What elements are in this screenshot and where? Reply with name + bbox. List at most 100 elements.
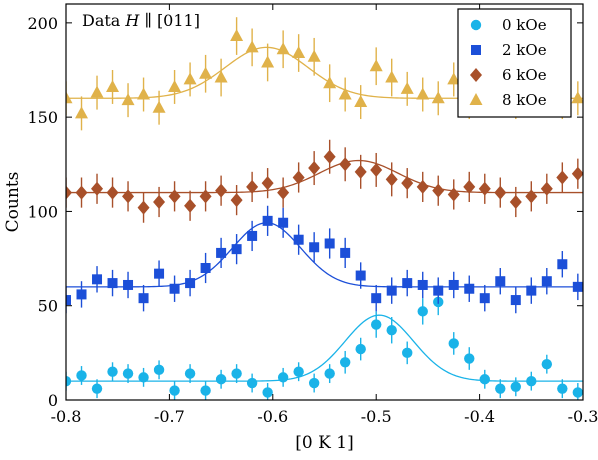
legend-marker-0: [470, 19, 482, 31]
data-point: [385, 172, 398, 187]
data-point: [509, 195, 522, 209]
data-point: [433, 285, 444, 296]
data-point: [400, 81, 414, 94]
data-point: [447, 187, 460, 202]
data-point: [122, 189, 135, 204]
legend-label-3: 8 kOe: [502, 91, 547, 109]
data-point: [355, 270, 366, 281]
data-point: [66, 185, 72, 200]
y-tick-label: 150: [27, 108, 58, 127]
data-point: [277, 185, 290, 200]
data-point: [200, 263, 211, 273]
data-point: [90, 85, 104, 98]
data-point: [402, 278, 413, 289]
data-point: [448, 279, 459, 290]
data-point: [339, 157, 352, 172]
data-point: [153, 195, 166, 209]
data-point: [137, 87, 151, 100]
data-point: [354, 95, 368, 108]
data-point: [293, 366, 304, 377]
annotation-prefix: Data: [82, 11, 125, 30]
data-point: [169, 283, 180, 294]
data-point: [571, 91, 583, 104]
annotation-direction: [011]: [157, 11, 200, 30]
data-point: [416, 179, 429, 194]
data-point: [261, 55, 275, 68]
data-point: [541, 358, 553, 370]
data-point: [230, 29, 244, 42]
data-point: [261, 176, 274, 191]
data-point: [448, 338, 459, 349]
data-point: [215, 183, 228, 198]
data-point: [355, 343, 366, 355]
data-point: [91, 181, 104, 196]
data-point: [200, 385, 211, 396]
data-point: [526, 375, 537, 387]
data-point: [107, 366, 118, 377]
legend-label-0: 0 kOe: [502, 16, 547, 34]
legend-label-2: 6 kOe: [502, 66, 547, 84]
data-point: [216, 247, 227, 258]
data-point: [463, 179, 476, 194]
data-point: [230, 193, 243, 208]
legend-marker-1: [471, 45, 481, 55]
data-point: [385, 70, 399, 83]
data-point: [231, 368, 242, 379]
data-point: [199, 66, 213, 79]
data-point: [323, 149, 336, 164]
data-point: [495, 383, 506, 394]
data-point: [510, 381, 521, 392]
data-point: [153, 364, 165, 376]
data-point: [168, 189, 181, 204]
data-point: [247, 230, 258, 241]
data-point: [323, 76, 337, 89]
data-point: [66, 295, 71, 306]
data-point: [76, 370, 87, 381]
annotation-text: Data H ∥ [011]: [82, 11, 200, 30]
data-point: [184, 368, 196, 379]
data-point: [66, 375, 72, 387]
data-point: [447, 72, 461, 85]
data-point: [183, 72, 197, 85]
data-point: [354, 164, 367, 179]
axes: -0.8 -0.7 -0.6 -0.5 -0.4 -0.3 0 50 100 150 200 [0 K…: [3, 3, 598, 453]
data-point: [75, 185, 88, 200]
data-point: [510, 295, 521, 306]
y-tick-label: 0: [48, 391, 58, 410]
data-point: [324, 238, 335, 249]
data-point: [91, 383, 103, 394]
data-point: [278, 217, 289, 228]
x-tick-label: -0.5: [361, 407, 392, 426]
data-point: [402, 347, 413, 359]
legend-marker-2: [470, 68, 482, 82]
data-point: [152, 100, 166, 113]
data-point: [338, 87, 352, 100]
data-point: [262, 215, 273, 226]
data-point: [66, 91, 73, 104]
data-point: [370, 162, 383, 177]
data-point: [416, 87, 430, 100]
data-point: [386, 285, 397, 296]
data-point: [214, 70, 228, 83]
data-point: [215, 374, 227, 385]
data-point: [308, 377, 320, 389]
y-tick-label: 100: [27, 202, 58, 221]
y-tick-label: 50: [38, 297, 58, 316]
y-axis-label: Counts: [3, 172, 23, 233]
data-point: [293, 234, 304, 245]
data-point: [371, 293, 382, 304]
data-point: [107, 278, 118, 289]
data-point: [199, 189, 212, 204]
series-1: [66, 205, 583, 314]
series-2: [66, 139, 583, 223]
axes-frame: [65, 3, 584, 401]
data-point: [154, 268, 165, 279]
data-point: [106, 79, 120, 92]
data-point: [572, 387, 583, 398]
data-point: [417, 306, 428, 317]
data-point: [292, 170, 305, 185]
fit-curve-2: [66, 159, 583, 194]
fit-curve-1: [66, 222, 583, 288]
data-point: [386, 325, 397, 336]
